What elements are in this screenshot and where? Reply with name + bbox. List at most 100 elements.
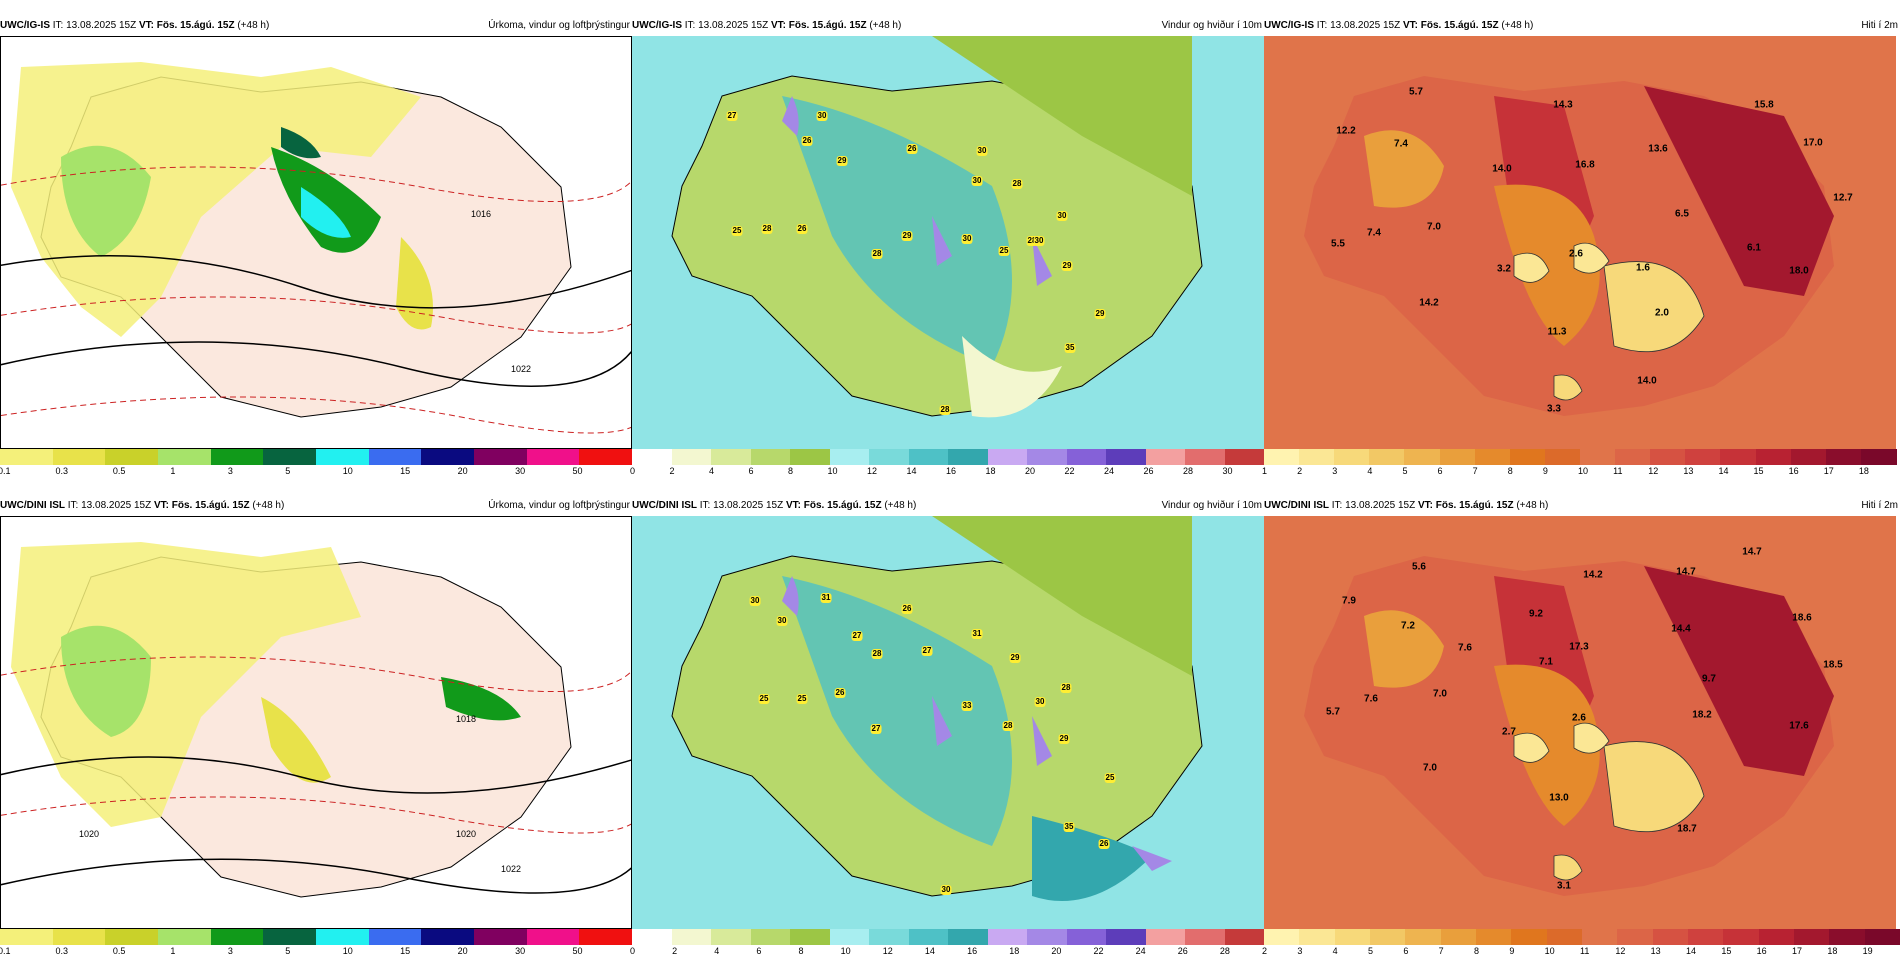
init-time: 13.08.2025 15Z [1330, 20, 1401, 31]
colorbar-tick: 4 [709, 466, 715, 476]
colorbar-swatch [1476, 929, 1512, 945]
temp-label: 6.5 [1675, 208, 1689, 220]
colorbar-swatch [421, 929, 475, 945]
temp-label: 14.4 [1671, 623, 1691, 635]
colorbar-swatch [948, 929, 988, 945]
colorbar-tick: 12 [1648, 466, 1659, 476]
temp-label: 9.2 [1529, 608, 1543, 620]
temp-label: 17.3 [1569, 641, 1589, 653]
colorbar-swatch [1509, 449, 1546, 465]
temp-panel-top: UWC/IG-IS IT: 13.08.2025 15Z VT: Fös. 15… [1262, 18, 1900, 476]
colorbar-tick: 20 [457, 466, 468, 476]
gust-label: 26 [801, 136, 813, 146]
temp-label: 5.7 [1326, 706, 1340, 718]
colorbar-swatch [1790, 449, 1827, 465]
temp-label: 5.7 [1409, 86, 1423, 98]
colorbar-swatch [210, 929, 264, 945]
temp-label: 18.6 [1792, 612, 1812, 624]
colorbar-swatch [829, 929, 870, 945]
colorbar-tick: 18 [985, 466, 996, 476]
colorbar-tick: 22 [1064, 466, 1075, 476]
colorbar-swatch [908, 449, 949, 465]
colorbar-tick: 0 [630, 946, 636, 956]
colorbar-tick: 11 [1580, 946, 1590, 956]
colorbar-swatch [1185, 929, 1225, 945]
colorbar-tick: 16 [946, 466, 957, 476]
gust-label: 27 [726, 111, 738, 121]
colorbar-swatch [0, 929, 53, 945]
colorbar-swatch [1066, 929, 1107, 945]
temp-label: 17.0 [1803, 137, 1823, 149]
colorbar-swatch [52, 449, 106, 465]
valid-time: Fös. 15.ágú. 15Z [156, 20, 235, 31]
gust-label: 29 [1009, 653, 1021, 663]
colorbar-swatch [750, 449, 791, 465]
colorbar-swatch [1720, 449, 1757, 465]
colorbar-tick: 5 [285, 466, 291, 476]
temp-label: 2.6 [1572, 712, 1586, 724]
colorbar-swatch [1685, 449, 1722, 465]
colorbar-swatch [711, 449, 751, 465]
colorbar-tick: 12 [1615, 946, 1626, 956]
colorbar-swatch [158, 449, 211, 465]
gust-label: 29 [1058, 734, 1070, 744]
temp-label: 7.2 [1401, 620, 1415, 632]
init-time: 13.08.2025 15Z [1345, 500, 1416, 511]
colorbar-tick: 4 [1367, 466, 1373, 476]
colorbar-tick: 10 [342, 466, 353, 476]
temp-label: 7.4 [1367, 227, 1381, 239]
colorbar-tick: 0.1 [0, 946, 11, 956]
temp-label: 2.6 [1569, 248, 1583, 260]
gust-label: 28 [871, 649, 883, 659]
gust-label: 29 [1061, 261, 1073, 271]
gust-label: 25 [1104, 773, 1116, 783]
gust-label: 27 [870, 724, 882, 734]
colorbar-tick: 19 [1862, 946, 1873, 956]
temp-label: 2.7 [1502, 726, 1516, 738]
temp-label: 9.7 [1702, 673, 1716, 685]
colorbar-tick: 12 [867, 466, 878, 476]
valid-time: Fös. 15.ágú. 15Z [1420, 20, 1499, 31]
temp-label: 14.2 [1419, 297, 1439, 309]
temp-label: 2.0 [1655, 307, 1669, 319]
colorbar-swatch [1546, 929, 1583, 945]
gust-label: 26 [901, 604, 913, 614]
panel-title: Hiti í 2m [1861, 500, 1898, 511]
temp-label: 14.7 [1742, 546, 1762, 558]
gust-label: 29 [1094, 309, 1106, 319]
colorbar-swatch [1511, 929, 1548, 945]
model-name: UWC/DINI ISL [0, 500, 65, 511]
colorbar-tick: 0.3 [55, 946, 68, 956]
colorbar-swatch [1617, 929, 1654, 945]
temp-label: 13.0 [1549, 792, 1569, 804]
gust-label: 30 [776, 616, 788, 626]
colorbar-swatch [1474, 449, 1511, 465]
colorbar-tick: 10 [342, 946, 353, 956]
colorbar-tick: 6 [756, 946, 762, 956]
colorbar-tick: 50 [572, 466, 583, 476]
colorbar-tick: 4 [714, 946, 720, 956]
isobar-label: 1020 [456, 829, 476, 839]
colorbar-swatch [421, 449, 475, 465]
colorbar-tick: 4 [1332, 946, 1338, 956]
colorbar-tick: 1 [170, 946, 176, 956]
colorbar-swatch [105, 929, 159, 945]
panel-title: Vindur og hviður í 10m [1161, 20, 1262, 31]
temp-label: 18.7 [1677, 823, 1697, 835]
colorbar-swatch [632, 929, 672, 945]
colorbar-tick: 3 [227, 466, 233, 476]
temp-label: 12.2 [1336, 125, 1356, 137]
temp-label: 7.1 [1539, 656, 1553, 668]
colorbar-tick: 14 [924, 946, 935, 956]
colorbar-swatch [1440, 929, 1477, 945]
wind-map: 27 30 26 29 26 30 30 28 25 28 26 28 29 3… [632, 36, 1264, 449]
colorbar-swatch [987, 449, 1028, 465]
colorbar-swatch [1027, 449, 1067, 465]
colorbar-tick: 12 [882, 946, 893, 956]
colorbar-swatch [474, 929, 527, 945]
temp-label: 5.5 [1331, 238, 1345, 250]
colorbar-swatch [526, 929, 580, 945]
isobar-label: 1018 [456, 714, 476, 724]
wind-map: 30 31 30 26 27 28 27 31 29 25 25 26 27 3… [632, 516, 1264, 929]
temp-label: 14.2 [1583, 569, 1603, 581]
